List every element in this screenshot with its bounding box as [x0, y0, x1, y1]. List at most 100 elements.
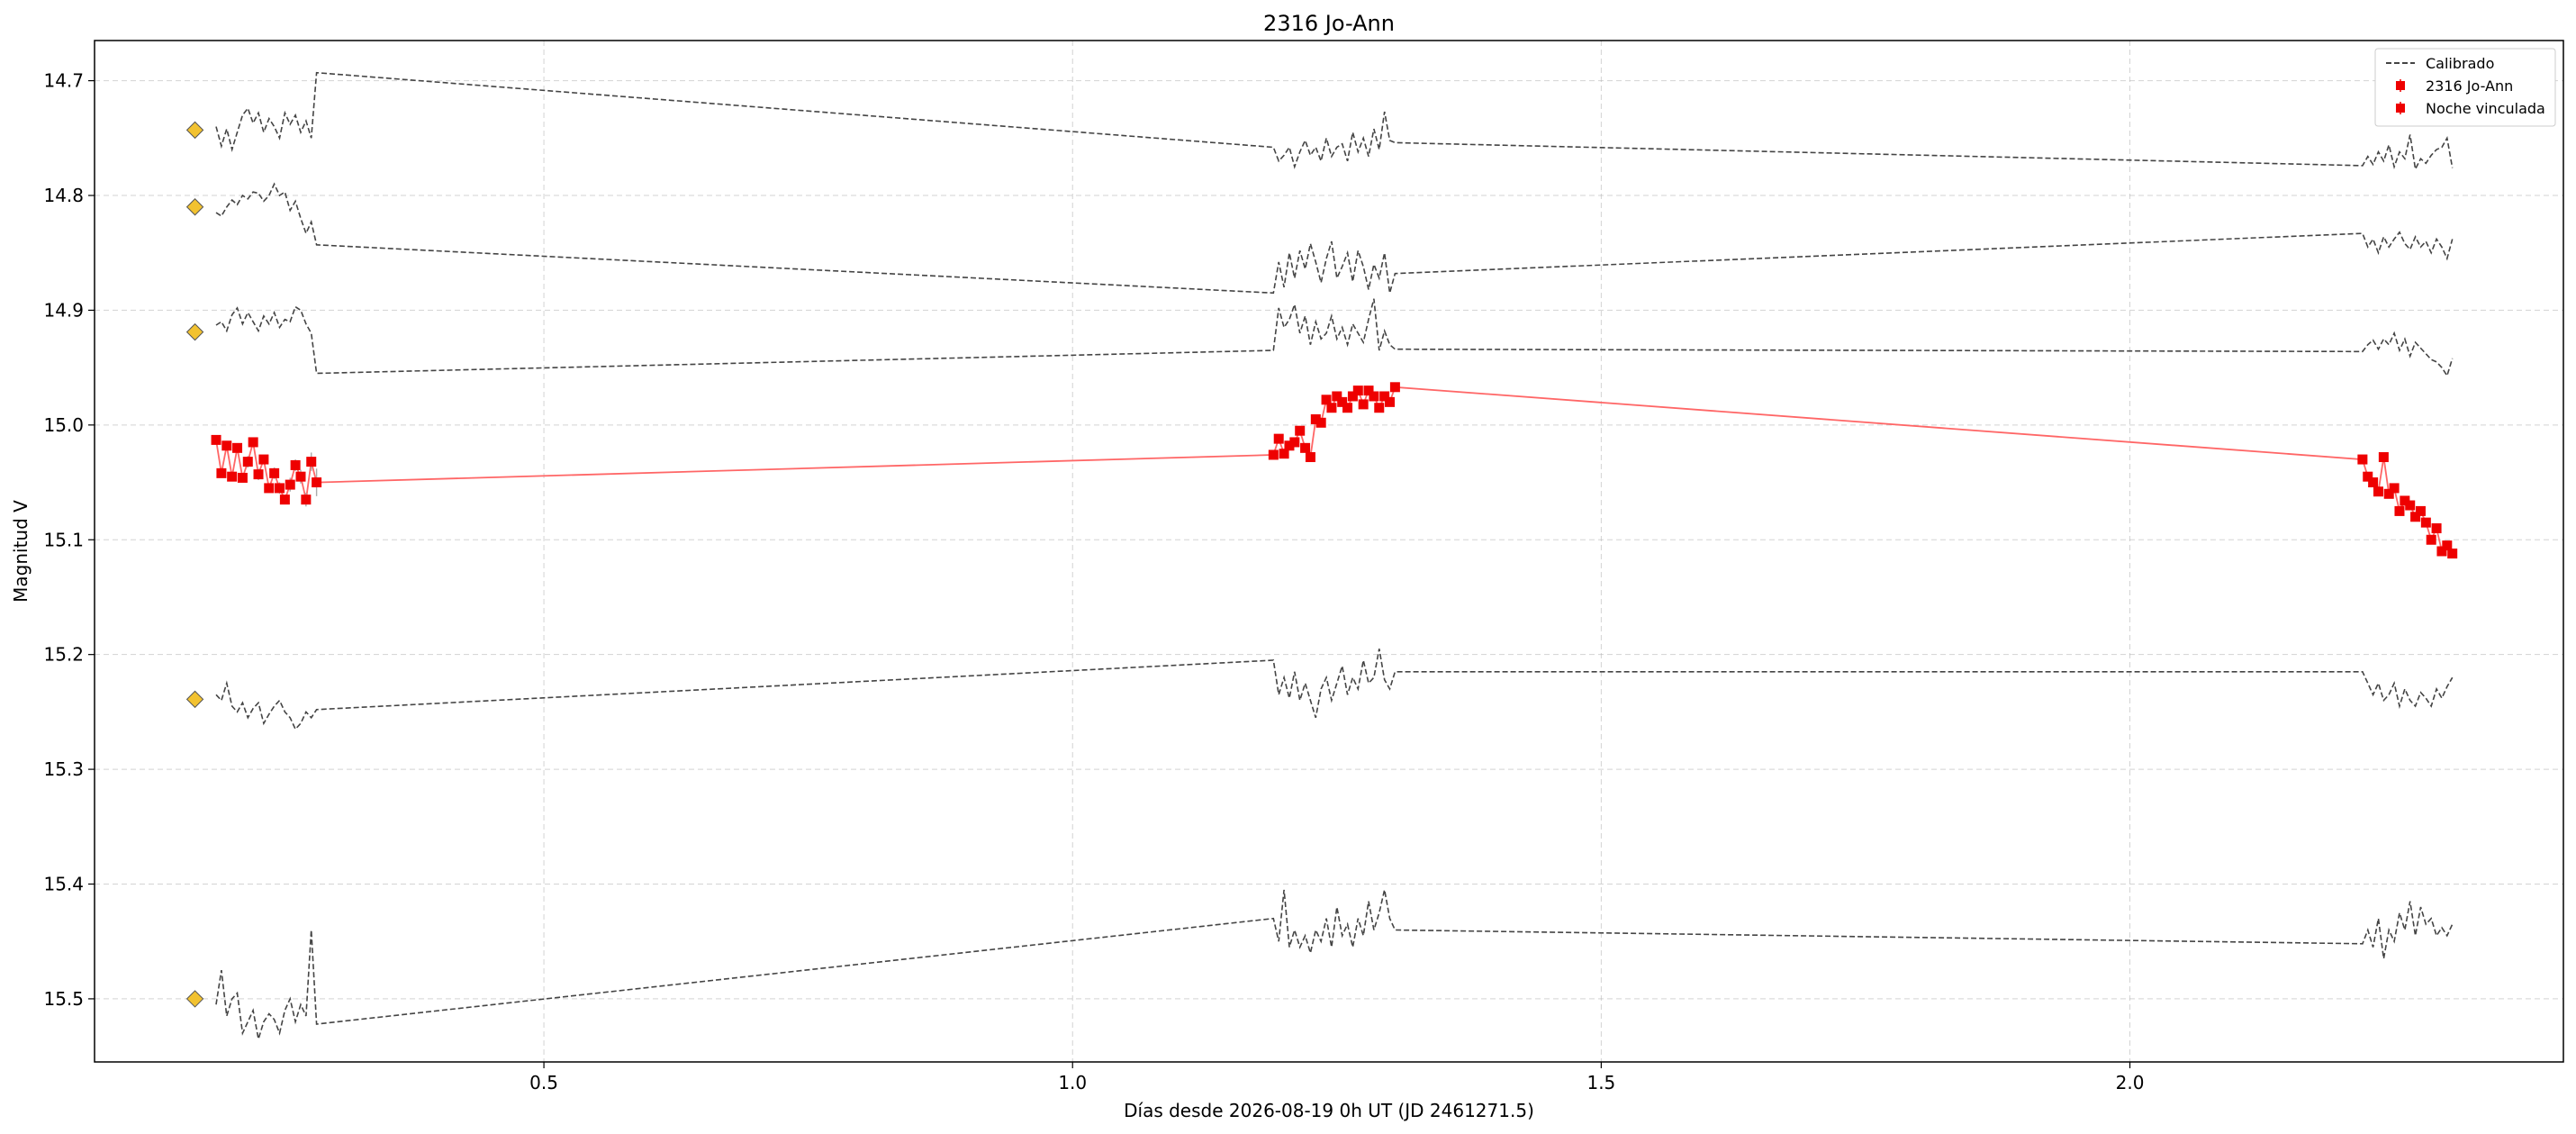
- calibrado-reference-marker: [185, 198, 204, 216]
- target-point: [1295, 425, 1306, 436]
- x-tick-label: 1.5: [1586, 1072, 1615, 1093]
- legend-linked-label: Noche vinculada: [2426, 100, 2545, 117]
- target-point: [242, 457, 253, 467]
- target-point: [1332, 391, 1342, 402]
- target-point: [1289, 437, 1300, 448]
- target-point: [258, 454, 269, 465]
- target-point: [269, 467, 280, 478]
- target-point: [2426, 534, 2436, 545]
- calibrado-reference-marker: [185, 322, 204, 341]
- target-point: [248, 437, 258, 448]
- target-point: [227, 471, 238, 482]
- plot-frame: [94, 40, 2564, 1063]
- ticks-layer: 0.5 1.0 1.5 2.0 14.7 14.8 14.9 15.0 15.1 15.2 15.3…: [43, 70, 2144, 1093]
- chart-title: 2316 Jo-Ann: [1263, 11, 1395, 36]
- target-point: [1284, 440, 1295, 451]
- target-point: [1352, 386, 1363, 396]
- target-point: [290, 459, 301, 470]
- y-tick-label: 14.8: [43, 185, 84, 206]
- target-point: [2415, 505, 2426, 516]
- legend-target-marker: [2396, 81, 2405, 90]
- target-point: [306, 457, 317, 467]
- series-layer: [185, 71, 2458, 1039]
- target-point: [2405, 500, 2416, 511]
- y-tick-label: 15.5: [43, 988, 84, 1010]
- target-point: [1385, 396, 1396, 407]
- calibrado-reference-marker: [185, 990, 204, 1008]
- target-point: [2363, 471, 2373, 482]
- target-point: [2357, 454, 2368, 465]
- target-point: [221, 440, 232, 451]
- target-point: [275, 483, 285, 494]
- target-point: [279, 494, 290, 505]
- x-tick-label: 1.0: [1058, 1072, 1087, 1093]
- target-point: [1363, 386, 1374, 396]
- target-point: [1369, 391, 1379, 402]
- target-point: [1347, 391, 1358, 402]
- target-point: [1300, 442, 1311, 453]
- target-point: [1310, 413, 1321, 424]
- target-point: [1321, 395, 1332, 405]
- target-point: [1315, 417, 1326, 428]
- target-point: [211, 434, 221, 445]
- calibrado-line-4: [215, 649, 2454, 730]
- legend-target-label: 2316 Jo-Ann: [2426, 77, 2513, 95]
- target-point: [2447, 549, 2458, 559]
- y-axis-label: Magnitud V: [10, 500, 32, 603]
- target-point: [2394, 505, 2405, 516]
- target-point: [232, 442, 243, 453]
- target-point: [1379, 391, 1390, 402]
- target-point: [312, 477, 322, 488]
- target-point: [1389, 382, 1400, 393]
- y-tick-label: 14.7: [43, 70, 84, 92]
- y-tick-label: 14.9: [43, 299, 84, 321]
- target-point: [1358, 399, 1369, 410]
- target-point: [2420, 517, 2431, 528]
- target-point: [2442, 540, 2453, 551]
- target-point: [237, 472, 248, 483]
- target-point: [2368, 477, 2379, 488]
- calibrado-reference-marker: [185, 121, 204, 140]
- calibrado-line-3: [215, 298, 2454, 377]
- target-point: [2410, 512, 2421, 522]
- legend-box: [2374, 48, 2556, 127]
- target-point: [2436, 546, 2447, 557]
- target-point: [295, 471, 306, 482]
- target-point: [2431, 523, 2442, 534]
- target-point: [1305, 452, 1315, 463]
- target-point: [1268, 449, 1279, 460]
- grid-layer: [95, 41, 2563, 1062]
- x-tick-label: 2.0: [2116, 1072, 2145, 1093]
- target-point: [1374, 403, 1385, 413]
- calibrado-line-5: [215, 889, 2454, 1039]
- target-point: [2389, 483, 2400, 494]
- calibrado-line-1: [215, 71, 2454, 172]
- legend-linked-marker: [2396, 104, 2405, 113]
- legend: Calibrado 2316 Jo-Ann Noche vinculada: [2374, 48, 2556, 127]
- target-point: [264, 483, 275, 494]
- y-tick-label: 15.1: [43, 529, 84, 550]
- y-tick-label: 15.0: [43, 414, 84, 436]
- target-point: [1279, 449, 1289, 459]
- target-point: [2400, 495, 2410, 506]
- target-point: [2383, 488, 2394, 499]
- target-point: [253, 469, 264, 480]
- y-tick-label: 15.4: [43, 874, 84, 895]
- target-point: [1326, 403, 1337, 413]
- target-point: [2378, 452, 2389, 463]
- target-point: [2373, 486, 2383, 497]
- target-point: [1273, 433, 1284, 444]
- target-point: [285, 479, 295, 490]
- target-point: [1342, 403, 1353, 413]
- calibrado-reference-marker: [185, 690, 204, 709]
- target-point: [1337, 396, 1348, 407]
- y-tick-label: 15.3: [43, 758, 84, 780]
- legend-calibrado-label: Calibrado: [2426, 55, 2494, 72]
- target-point: [216, 467, 227, 478]
- target-point: [301, 494, 312, 505]
- x-axis-label: Días desde 2026-08-19 0h UT (JD 2461271.…: [1124, 1100, 1534, 1121]
- x-tick-label: 0.5: [529, 1072, 558, 1093]
- calibrado-line-2: [215, 182, 2454, 295]
- y-tick-label: 15.2: [43, 644, 84, 666]
